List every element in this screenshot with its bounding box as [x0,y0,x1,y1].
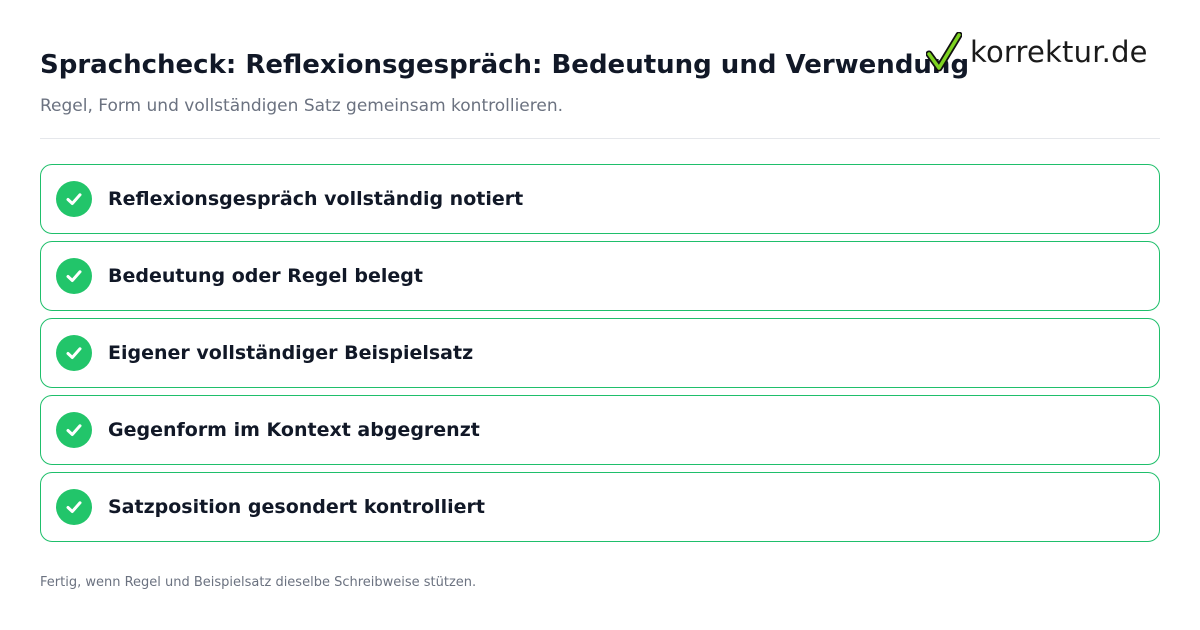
checklist-item: Gegenform im Kontext abgegrenzt [40,395,1160,465]
check-circle-icon [56,181,92,217]
checklist-item-label: Bedeutung oder Regel belegt [108,265,423,287]
checkmark-icon [926,32,962,72]
checklist-item-label: Gegenform im Kontext abgegrenzt [108,419,480,441]
checklist-item: Reflexionsgespräch vollständig notiert [40,164,1160,234]
logo: korrektur.de [926,30,1148,74]
divider [40,138,1160,139]
checklist-item-label: Reflexionsgespräch vollständig notiert [108,188,524,210]
page-subtitle: Regel, Form und vollständigen Satz gemei… [40,96,564,116]
footer-note: Fertig, wenn Regel und Beispielsatz dies… [40,575,477,590]
checklist-item-label: Satzposition gesondert kontrolliert [108,496,485,518]
check-circle-icon [56,258,92,294]
checklist: Reflexionsgespräch vollständig notiert B… [40,164,1160,549]
checklist-item: Bedeutung oder Regel belegt [40,241,1160,311]
checklist-item: Satzposition gesondert kontrolliert [40,472,1160,542]
check-circle-icon [56,489,92,525]
checklist-item-label: Eigener vollständiger Beispielsatz [108,342,474,364]
page-title: Sprachcheck: Reflexionsgespräch: Bedeutu… [40,50,970,80]
logo-text: korrektur.de [970,35,1148,69]
check-circle-icon [56,412,92,448]
check-circle-icon [56,335,92,371]
checklist-item: Eigener vollständiger Beispielsatz [40,318,1160,388]
